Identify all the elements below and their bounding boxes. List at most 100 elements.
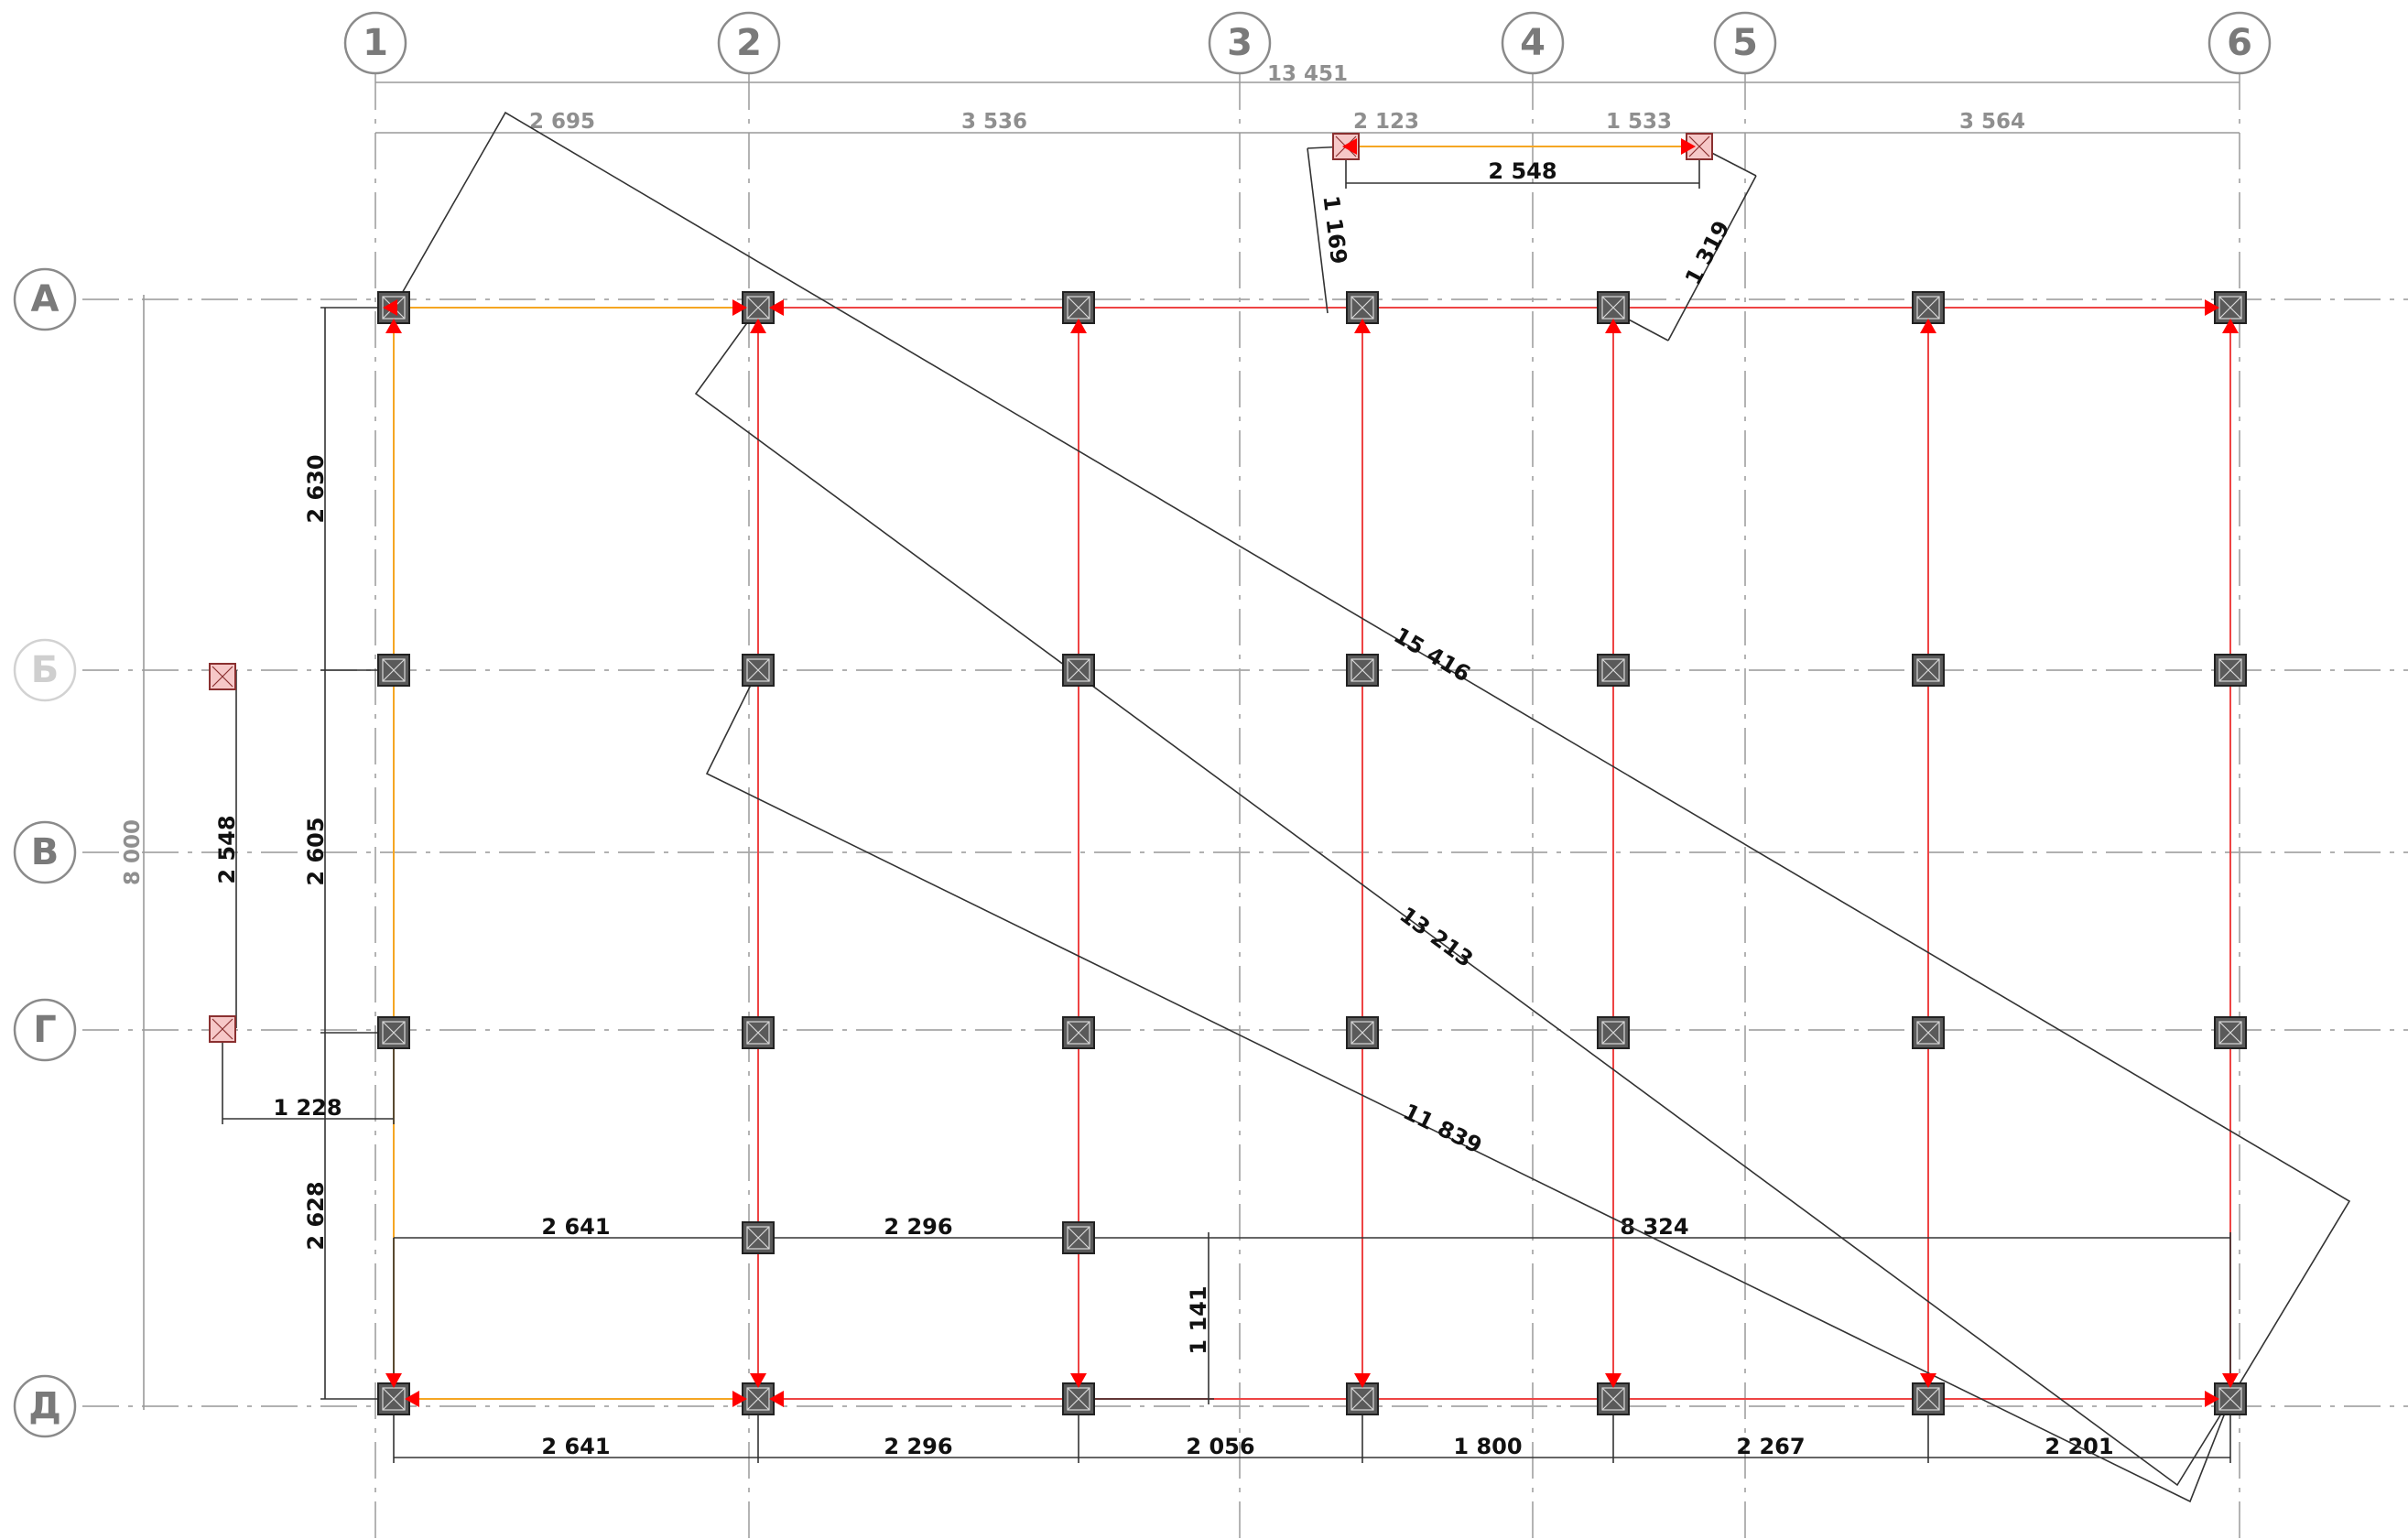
column-1-0[interactable] xyxy=(377,654,410,687)
column-0-5[interactable] xyxy=(1912,291,1945,324)
load-arrows xyxy=(383,138,2239,1407)
arrow-a-up-1 xyxy=(1354,319,1371,333)
diag-15416-line xyxy=(393,111,2351,1400)
diag-15416-dim: 15 416 xyxy=(1389,623,1474,688)
arrow-a-up-2 xyxy=(1605,319,1622,333)
axis-spacing-4-5: 1 533 xyxy=(1606,110,1672,134)
column-2-6[interactable] xyxy=(2214,1016,2247,1049)
arrow-float-right xyxy=(1681,138,1696,155)
axis-bubble-6[interactable]: 6 xyxy=(2207,11,2272,75)
column-2-2[interactable] xyxy=(1062,1016,1095,1049)
axis-label-2: 2 xyxy=(736,22,762,64)
column-2-3[interactable] xyxy=(1346,1016,1379,1049)
column-3-6[interactable] xyxy=(2214,1382,2247,1415)
arrow-a2-left xyxy=(769,299,784,316)
arrow-d6-right xyxy=(2205,1391,2219,1407)
arrow-a-up-0 xyxy=(1070,319,1087,333)
axis-spacing-1-2: 2 695 xyxy=(529,110,595,134)
arrow-float-left xyxy=(1342,138,1357,155)
column-inner-2[interactable] xyxy=(1062,1221,1095,1254)
arrow-d-down-3 xyxy=(1920,1373,1936,1388)
top-right-diag-line xyxy=(1667,175,1757,341)
arrow-d1-left xyxy=(405,1391,419,1407)
arrow-d1-down xyxy=(385,1373,402,1388)
column-1-3[interactable] xyxy=(1346,654,1379,687)
column-0-4[interactable] xyxy=(1597,291,1630,324)
arrow-a6-up xyxy=(2222,319,2239,333)
column-1-1[interactable] xyxy=(742,654,775,687)
column-2-1[interactable] xyxy=(742,1016,775,1049)
left-offset-dim: 1 228 xyxy=(273,1095,342,1121)
arrow-a2-right xyxy=(732,299,747,316)
row-bubbles: А Б В Г Д xyxy=(13,267,77,1438)
bottom-dim-1: 2 641 xyxy=(541,1434,610,1459)
dimension-lines: 2 630 2 605 2 628 2 548 1 228 2 641 2 29… xyxy=(214,111,2351,1503)
column-3-5[interactable] xyxy=(1912,1382,1945,1415)
arrow-a1-up xyxy=(385,319,402,333)
column-3-0[interactable] xyxy=(377,1382,410,1415)
axis-label-1: 1 xyxy=(363,22,388,64)
floating-column-left-g[interactable] xyxy=(209,1015,236,1043)
horizontal-grid-axes xyxy=(82,298,2408,1407)
diag-13213-line xyxy=(694,307,2231,1487)
left-chain-dim-1: 2 630 xyxy=(303,454,329,523)
axis-bubble-1[interactable]: 1 xyxy=(343,11,407,75)
left-chain-dim-2: 2 605 xyxy=(303,817,329,885)
columns xyxy=(377,291,2247,1415)
column-1-2[interactable] xyxy=(1062,654,1095,687)
arrow-d-down-1 xyxy=(1354,1373,1371,1388)
axis-label-b: Б xyxy=(31,649,60,691)
column-2-4[interactable] xyxy=(1597,1016,1630,1049)
column-bubbles: 1 2 3 4 5 6 xyxy=(343,11,2272,75)
arrow-a-up-3 xyxy=(1920,319,1936,333)
column-3-3[interactable] xyxy=(1346,1382,1379,1415)
column-0-3[interactable] xyxy=(1346,291,1379,324)
diag-13213-dim: 13 213 xyxy=(1394,902,1478,972)
overall-width-label: 13 451 xyxy=(1267,62,1348,86)
left-beam-dim: 2 548 xyxy=(214,815,240,883)
column-3-1[interactable] xyxy=(742,1382,775,1415)
axis-label-5: 5 xyxy=(1732,22,1758,64)
axis-spacing-3-4: 2 123 xyxy=(1353,110,1419,134)
axis-spacing-5-6: 3 564 xyxy=(1959,110,2025,134)
bottom-dim-2: 2 296 xyxy=(884,1434,952,1459)
column-1-5[interactable] xyxy=(1912,654,1945,687)
column-0-2[interactable] xyxy=(1062,291,1095,324)
column-2-5[interactable] xyxy=(1912,1016,1945,1049)
beams xyxy=(393,146,2231,1400)
axis-bubble-v[interactable]: В xyxy=(13,820,77,884)
column-1-4[interactable] xyxy=(1597,654,1630,687)
column-0-6[interactable] xyxy=(2214,291,2247,324)
top-left-diag-line xyxy=(1307,147,1329,314)
column-2-0[interactable] xyxy=(377,1016,410,1049)
axis-bubble-b[interactable]: Б xyxy=(13,638,77,702)
axis-bubble-5[interactable]: 5 xyxy=(1713,11,1777,75)
overall-dimensions: 13 451 2 695 3 536 2 123 1 533 3 564 8 0… xyxy=(121,62,2240,1410)
column-1-6[interactable] xyxy=(2214,654,2247,687)
floating-columns xyxy=(209,133,1713,1043)
column-3-2[interactable] xyxy=(1062,1382,1095,1415)
column-0-1[interactable] xyxy=(742,291,775,324)
axis-bubble-3[interactable]: 3 xyxy=(1208,11,1272,75)
arrow-a1-left xyxy=(383,299,397,316)
vertical-grid-axes xyxy=(374,73,2240,1539)
arrow-d2-down xyxy=(750,1373,766,1388)
arrow-d-down-2 xyxy=(1605,1373,1622,1388)
axis-bubble-a[interactable]: А xyxy=(13,267,77,331)
axis-bubble-g[interactable]: Г xyxy=(13,998,77,1062)
inner-offset-dim: 1 141 xyxy=(1186,1285,1211,1354)
inner-dim-1: 2 641 xyxy=(541,1214,610,1240)
top-right-diag-dim: 1 319 xyxy=(1680,216,1735,289)
axis-bubble-d[interactable]: Д xyxy=(13,1374,77,1438)
axis-bubble-2[interactable]: 2 xyxy=(717,11,781,75)
axis-spacing-2-3: 3 536 xyxy=(961,110,1027,134)
column-inner-1[interactable] xyxy=(742,1221,775,1254)
floating-column-left-b[interactable] xyxy=(209,663,236,690)
arrow-d2-left xyxy=(769,1391,784,1407)
arrow-d-down-0 xyxy=(1070,1373,1087,1388)
column-3-4[interactable] xyxy=(1597,1382,1630,1415)
axis-bubble-4[interactable]: 4 xyxy=(1501,11,1565,75)
diag-11839-line xyxy=(705,669,2231,1503)
bottom-dim-3: 2 056 xyxy=(1186,1434,1254,1459)
